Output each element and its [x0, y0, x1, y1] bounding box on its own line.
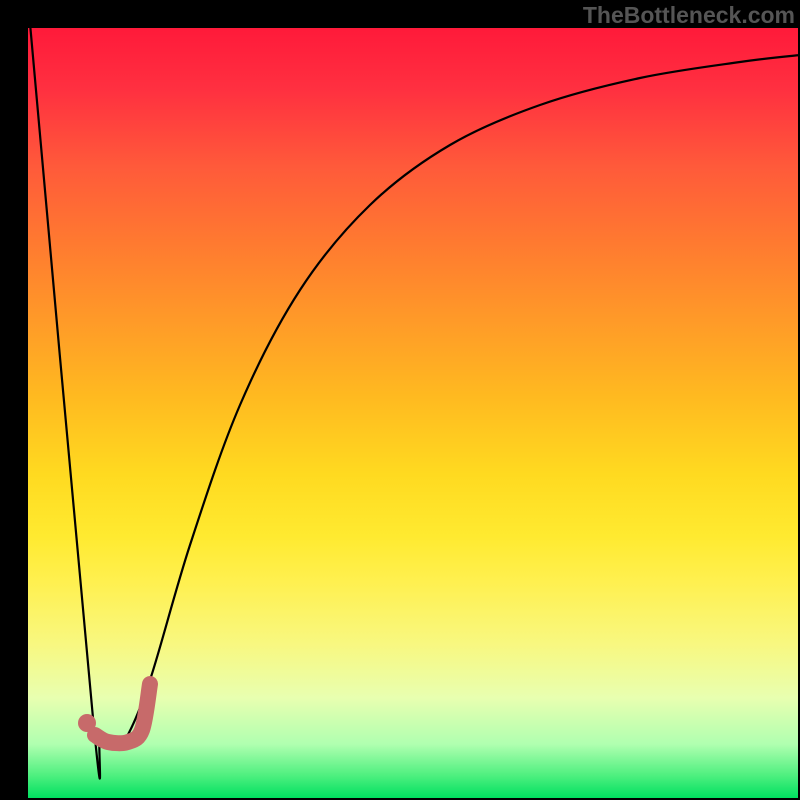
curve-layer — [28, 28, 798, 798]
bottleneck-curve — [28, 28, 798, 779]
plot-gradient-area — [28, 28, 798, 798]
chart-container: TheBottleneck.com — [0, 0, 800, 800]
j-marker-path — [95, 684, 150, 743]
watermark-text: TheBottleneck.com — [583, 2, 795, 29]
